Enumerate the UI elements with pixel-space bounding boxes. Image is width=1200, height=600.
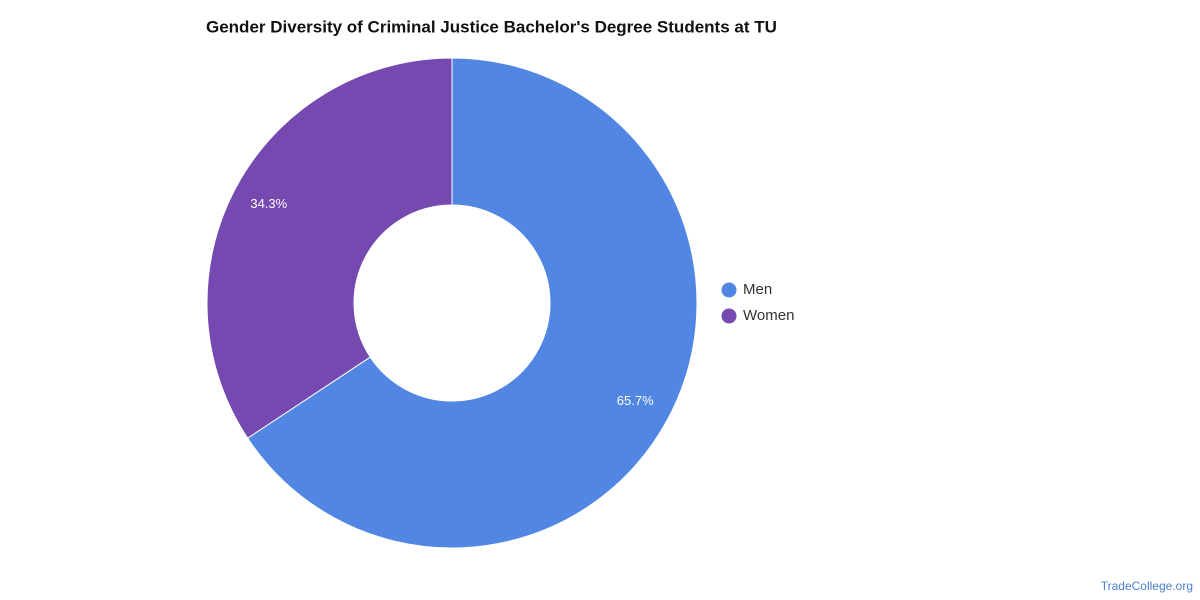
donut-slice (206, 57, 453, 439)
chart-title: Gender Diversity of Criminal Justice Bac… (206, 17, 777, 36)
legend-marker (721, 282, 737, 298)
data-label: 65.7% (617, 393, 654, 408)
legend-label: Men (743, 281, 772, 298)
donut-slice (246, 57, 698, 549)
data-label: 34.3% (250, 196, 287, 211)
legend-marker (721, 308, 737, 324)
watermark: TradeCollege.org (1101, 579, 1193, 593)
legend-label: Women (743, 307, 794, 324)
